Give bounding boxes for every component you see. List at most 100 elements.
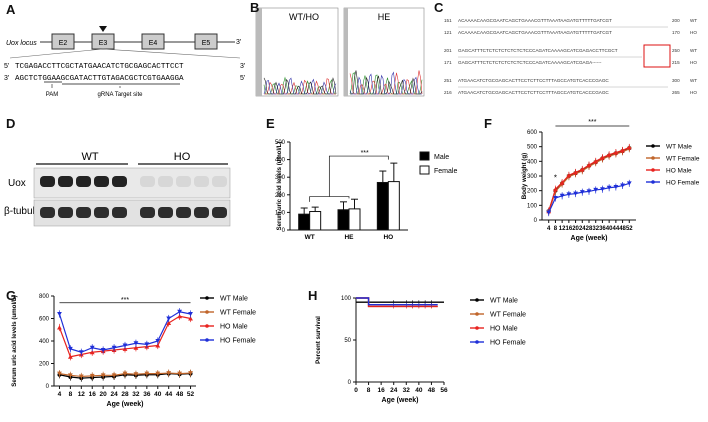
data-point [566,192,572,197]
y-tick-label: 100 [275,210,286,216]
data-point [620,148,625,153]
data-point [573,191,578,196]
x-tick-label: 44 [613,226,620,232]
legend-label: Male [434,154,449,161]
align-start: 151 [444,18,452,23]
x-tick-label: 0 [354,387,358,394]
exon-label: E5 [202,40,211,47]
panel-label: D [6,116,16,131]
panel-a: A Uox locus E2 E3 E4 E5 3' 5' TCGAGACCTT… [0,0,250,110]
data-point [177,314,183,319]
y-tick-label: 200 [39,362,50,368]
series-line [356,297,438,306]
significance-label: * [554,173,557,182]
data-point [111,373,117,378]
pam-label: PAM [46,92,59,98]
bar [348,208,361,231]
chromatogram-trace [349,70,423,95]
x-tick-label: 16 [89,391,97,398]
chromatogram-trace [263,77,337,95]
exon-label: E2 [59,40,68,47]
y-tick-label: 300 [275,175,286,181]
legend-label: WT Male [490,298,518,305]
legend-label: WT Male [220,296,248,303]
x-tick-label: 48 [619,226,626,232]
uox-band [112,176,127,187]
seq-bottom-5prime: 5' [240,75,245,82]
align-seq: ATGAACATCTGCGAGCACTTCCTCTTCCTTTAGCCATGTC… [458,78,609,83]
data-point [188,316,193,321]
data-point [177,371,183,376]
bar [376,181,389,231]
panel-h: H 0 50 100 0 8 16 24 32 40 48 56 Age (week) Percent … [304,282,708,417]
uox-band [212,176,227,187]
legend-label: WT Female [220,310,256,317]
y-axis-label: Serum uric acid levels (umol/L) [277,142,283,231]
sequence-alignment: 151 ACAAAACAAGCGAATCAGCTGAAACGTTTAAATAAG… [444,18,697,95]
y-tick-label: 500 [527,145,538,151]
x-axis-label: Age (week) [382,397,419,404]
panel-label: G [6,288,17,303]
panel-f: F 0 100 200 300 400 500 600 4 8 12 16 20 24 28 32 36 40 4… [478,112,708,247]
tubulin-band [112,207,127,218]
chromatogram-trace [350,70,423,95]
y-tick-label: 300 [527,174,538,180]
exon-label: E4 [149,40,158,47]
y-tick-label: 400 [527,159,538,165]
data-point [166,320,172,325]
y-tick-label: 0 [46,384,50,390]
panel-label: E [266,116,275,131]
x-tick-label: 8 [69,391,73,398]
x-axis-label: Age (week) [107,401,144,408]
panel-d: D WT HO Uox β-tubulin [0,112,245,237]
exon-box [194,33,218,50]
legend-label: HO Male [666,168,692,175]
y-axis-label: Serum uric acid levels (umol/L) [11,295,18,386]
deletion-highlight-box [643,44,671,68]
uox-band [94,176,109,187]
uox-band [76,176,91,187]
x-tick-label: 36 [143,391,151,398]
x-tick-label: 48 [176,391,184,398]
x-tick-label: 12 [78,391,86,398]
western-blot: WT HO Uox β-tubulin [4,151,231,227]
data-point [78,350,84,355]
data-point [122,371,128,376]
chromatogram-traces [263,70,423,95]
series-line [548,146,630,212]
legend-label: HO Male [490,326,518,333]
data-point [620,183,625,188]
exon-box [51,33,75,50]
tubulin-band [158,207,173,218]
align-name: HO [690,90,697,95]
x-tick-label: 28 [121,391,129,398]
x-tick-label: 48 [428,387,436,394]
x-tick-label: 32 [403,387,411,394]
data-point [57,325,62,330]
locus-label: Uox locus [6,40,37,47]
data-point [155,339,161,344]
sig-bracket [309,196,350,202]
align-end: 265 [672,90,680,95]
y-tick-label: 400 [39,339,50,345]
align-end: 215 [672,60,680,65]
x-tick-label: 32 [132,391,140,398]
align-seq: ACAAAACAAGCGAATCAGCTGAAACGTTTAAATAAGATGT… [458,18,612,23]
data-point [89,345,95,350]
y-tick-label: 500 [275,140,286,146]
uox-band [140,176,155,187]
y-tick-label: 50 [344,338,351,344]
x-tick-label: 28 [586,226,593,232]
panel-e: E 0 100 200 300 400 500 Serum uric acid levels… [248,112,478,247]
x-tick-label: 44 [165,391,173,398]
survival-chart: 0 50 100 0 8 16 24 32 40 48 56 Age (week) Percent su… [315,296,526,404]
x-tick-label: 40 [606,226,613,232]
y-tick-label: 200 [527,189,538,195]
data-point [600,187,605,192]
bottom-sequence: AGCTCTGGAAGCGATACTTGTAGACGCTCGTGAAGGA [15,75,184,83]
series-line [548,148,630,213]
x-tick-label: 24 [110,391,118,398]
x-tick-label: 24 [579,226,586,232]
data-point [613,150,619,155]
